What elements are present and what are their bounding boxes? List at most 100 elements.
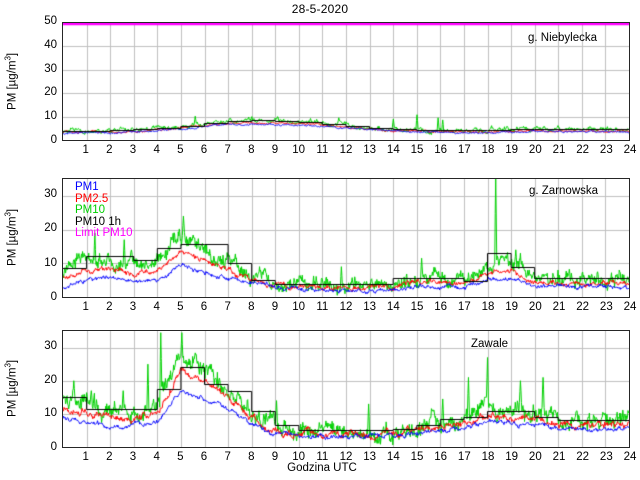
y-tick-label: 10: [44, 256, 57, 269]
x-tick-label: 2: [106, 301, 113, 313]
x-tick-label: 22: [576, 451, 590, 463]
x-tick-label: 19: [505, 144, 519, 156]
x-tick-label: 2: [106, 451, 113, 463]
y-tick-label: 30: [44, 339, 57, 352]
y-tick-label: 10: [44, 110, 57, 123]
x-tick-label: 21: [552, 451, 566, 463]
x-tick-label: 17: [457, 451, 471, 463]
x-tick-label: 6: [200, 144, 208, 156]
x-tick-label: 3: [129, 301, 137, 313]
legend-entry-pm2-5: PM2.5: [75, 192, 109, 205]
x-tick-label: 21: [552, 144, 566, 156]
x-tick-label: 23: [599, 451, 613, 463]
x-tick-label: 2: [106, 144, 113, 156]
y-axis-label: PM [µg/m3]: [3, 52, 19, 110]
chart-canvas-zawale: [63, 331, 629, 447]
x-tick-label: 3: [129, 144, 137, 156]
x-tick-label: 24: [623, 301, 637, 313]
x-tick-label: 20: [528, 301, 542, 313]
legend-entry-pm10: PM10: [75, 204, 106, 216]
x-tick-label: 12: [339, 451, 353, 463]
x-tick-label: 15: [410, 144, 424, 156]
x-tick-label: 7: [224, 451, 231, 463]
x-tick-label: 21: [552, 301, 566, 313]
x-tick-label: 5: [177, 301, 184, 313]
x-tick-label: 22: [576, 301, 590, 313]
x-tick-label: 1: [82, 451, 89, 463]
x-tick-label: 10: [292, 301, 306, 313]
x-tick-label: 15: [410, 301, 424, 313]
x-tick-label: 18: [481, 301, 495, 313]
x-tick-label: 18: [481, 451, 495, 463]
y-tick-label: 30: [44, 188, 57, 201]
x-tick-label: 20: [528, 144, 542, 156]
x-tick-label: 11: [316, 301, 329, 313]
x-tick-label: 5: [177, 451, 184, 463]
x-tick-label: 16: [434, 301, 448, 313]
x-tick-label: 4: [153, 451, 160, 463]
x-tick-label: 8: [248, 451, 255, 463]
y-tick-label: 0: [50, 441, 57, 453]
y-axis-label: PM [µg/m3]: [3, 359, 19, 417]
x-tick-label: 12: [339, 144, 353, 156]
x-axis-label: Godzina UTC: [287, 462, 357, 474]
x-tick-label: 3: [129, 451, 137, 463]
x-tick-label: 20: [528, 451, 542, 463]
x-tick-label: 13: [363, 301, 377, 313]
x-tick-label: 11: [316, 144, 329, 156]
x-tick-label: 16: [434, 144, 448, 156]
x-tick-label: 13: [363, 144, 377, 156]
x-tick-label: 22: [576, 144, 590, 156]
y-tick-label: 0: [50, 134, 57, 146]
x-tick-label: 8: [248, 301, 255, 313]
x-tick-label: 13: [363, 451, 377, 463]
x-tick-label: 14: [386, 144, 400, 156]
station-label-niebylecka: g. Niebylecka: [528, 32, 598, 44]
y-tick-label: 20: [44, 222, 57, 235]
x-tick-label: 9: [271, 451, 279, 463]
x-tick-label: 23: [599, 144, 613, 156]
x-tick-label: 17: [457, 301, 471, 313]
x-tick-label: 4: [153, 301, 160, 313]
x-tick-label: 14: [386, 301, 400, 313]
y-tick-label: 50: [44, 15, 57, 27]
x-tick-label: 11: [316, 451, 329, 463]
x-tick-label: 9: [271, 301, 279, 313]
y-tick-label: 40: [44, 38, 57, 51]
y-tick-label: 20: [44, 373, 57, 386]
x-tick-label: 14: [386, 451, 400, 463]
x-tick-label: 24: [623, 451, 637, 463]
legend-entry-limit-pm10: Limit PM10: [75, 227, 133, 239]
legend-entry-pm10-1h: PM10 1h: [75, 215, 122, 228]
x-tick-label: 6: [200, 451, 208, 463]
y-tick-label: 0: [50, 291, 57, 303]
x-tick-label: 8: [248, 144, 255, 156]
x-tick-label: 9: [271, 144, 279, 156]
station-label-zawale: Zawale: [471, 338, 509, 350]
chart-canvas-zarnowska: [63, 179, 629, 297]
chart-canvas-niebylecka: [63, 23, 629, 140]
x-tick-label: 23: [599, 301, 613, 313]
y-axis-label: PM [µg/m3]: [3, 208, 19, 266]
y-tick-label: 10: [44, 407, 57, 420]
x-tick-label: 5: [177, 144, 184, 156]
y-tick-label: 20: [44, 86, 57, 99]
chart-legend: PM1 PM2.5 PM10 PM10 1h Limit PM10: [75, 181, 133, 240]
x-tick-label: 24: [623, 144, 637, 156]
x-tick-label: 1: [82, 144, 89, 156]
y-tick-label: 30: [44, 62, 57, 75]
x-tick-label: 12: [339, 301, 353, 313]
x-tick-label: 16: [434, 451, 448, 463]
x-tick-label: 18: [481, 144, 495, 156]
x-tick-label: 19: [505, 301, 519, 313]
figure-title: 28-5-2020: [291, 2, 349, 16]
station-label-zarnowska: g. Zarnowska: [529, 185, 599, 197]
x-tick-label: 4: [153, 144, 160, 156]
x-tick-label: 10: [292, 451, 306, 463]
x-tick-label: 10: [292, 144, 306, 156]
x-tick-label: 6: [200, 301, 208, 313]
x-tick-label: 17: [457, 144, 471, 156]
x-tick-label: 19: [505, 451, 519, 463]
x-tick-label: 7: [224, 144, 231, 156]
